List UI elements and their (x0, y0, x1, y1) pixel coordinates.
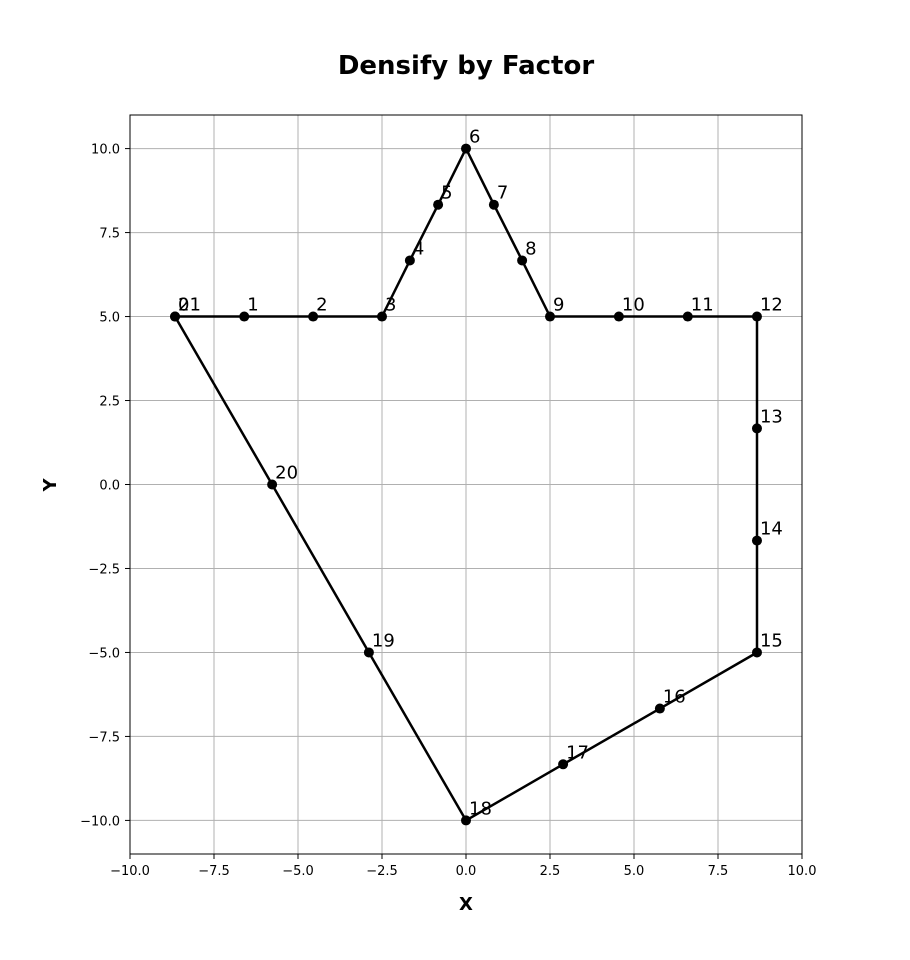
point-13 (751, 423, 762, 434)
point-label-6: 6 (469, 127, 480, 148)
point-19 (363, 647, 374, 658)
y-tick-label: 7.5 (99, 227, 120, 242)
polygon-line (173, 147, 759, 822)
point-10 (613, 311, 624, 322)
point-20 (267, 479, 278, 490)
chart-title: Densify by Factor (338, 51, 595, 81)
y-tick-label: 2.5 (99, 395, 120, 410)
axis-ticks: −10.0 −7.5 −5.0 −2.5 0.0 2.5 5.0 7.5 10.0−10.0−7… (80, 143, 816, 879)
point-7 (488, 199, 499, 210)
x-tick-label: −2.5 (366, 864, 398, 879)
x-tick-label: −10.0 (110, 864, 150, 879)
x-axis-label: X (459, 894, 473, 915)
y-tick-label: −2.5 (88, 562, 120, 577)
point-label-5: 5 (441, 183, 452, 204)
y-tick-label: 5.0 (99, 311, 120, 326)
point-8 (517, 255, 528, 266)
point-1 (239, 311, 250, 322)
grid-lines (129, 115, 803, 854)
point-6 (461, 143, 471, 154)
point-label-14: 14 (760, 519, 783, 540)
x-tick-label: 7.5 (708, 864, 729, 879)
point-3 (377, 311, 387, 322)
point-label-8: 8 (525, 238, 536, 259)
point-15 (751, 647, 762, 658)
point-label-20: 20 (275, 463, 298, 484)
point-label-15: 15 (760, 630, 783, 651)
point-label-0: 0 (178, 295, 189, 316)
point-18 (461, 815, 471, 826)
point-17 (558, 759, 569, 770)
point-label-10: 10 (622, 295, 645, 316)
point-12 (751, 311, 762, 322)
x-tick-label: −7.5 (198, 864, 230, 879)
y-tick-label: 10.0 (91, 143, 120, 158)
point-label-3: 3 (385, 295, 396, 316)
point-label-1: 1 (247, 295, 258, 316)
y-tick-label: −7.5 (88, 730, 120, 745)
point-16 (654, 703, 665, 714)
x-tick-label: −5.0 (282, 864, 314, 879)
y-tick-label: 0.0 (99, 479, 120, 494)
point-5 (433, 199, 444, 210)
point-label-4: 4 (413, 238, 424, 259)
y-tick-label: −10.0 (80, 814, 120, 829)
point-label-18: 18 (469, 798, 492, 819)
y-tick-label: −5.0 (88, 646, 120, 661)
point-label-21: 21 (178, 295, 201, 316)
point-label-11: 11 (691, 295, 714, 316)
point-label-7: 7 (497, 183, 508, 204)
point-label-2: 2 (316, 295, 327, 316)
point-label-19: 19 (372, 630, 395, 651)
point-21 (170, 311, 181, 322)
x-tick-label: 0.0 (456, 864, 477, 879)
point-label-17: 17 (566, 742, 589, 763)
x-tick-label: 5.0 (624, 864, 645, 879)
y-axis-label: Y (40, 478, 61, 493)
point-label-13: 13 (760, 406, 783, 427)
point-label-12: 12 (760, 295, 783, 316)
point-14 (751, 535, 762, 546)
point-2 (308, 311, 319, 322)
x-tick-label: 10.0 (788, 864, 817, 879)
point-11 (682, 311, 693, 322)
point-9 (545, 311, 555, 322)
point-4 (404, 255, 415, 266)
point-label-16: 16 (663, 687, 686, 708)
point-label-9: 9 (553, 295, 564, 316)
x-tick-label: 2.5 (540, 864, 561, 879)
